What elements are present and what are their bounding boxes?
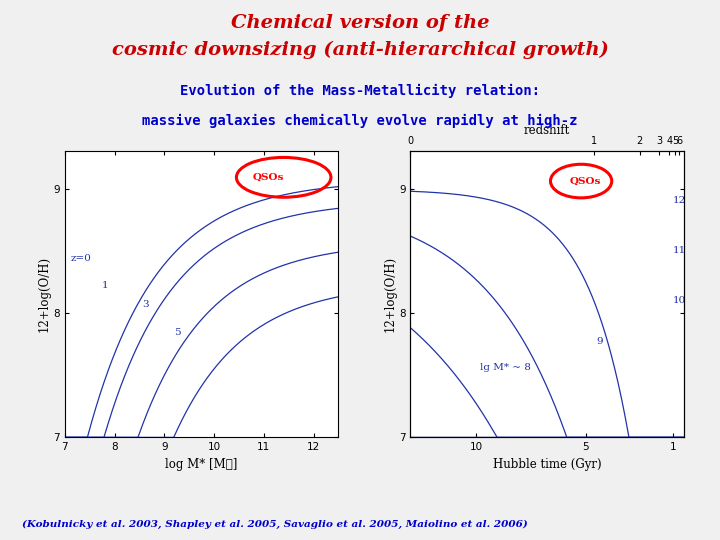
Text: 12: 12: [673, 197, 686, 205]
Text: 5: 5: [174, 328, 181, 338]
Text: Evolution of the Mass-Metallicity relation:: Evolution of the Mass-Metallicity relati…: [180, 84, 540, 98]
Text: cosmic downsizing (anti-hierarchical growth): cosmic downsizing (anti-hierarchical gro…: [112, 40, 608, 59]
Y-axis label: 12+log(O/H): 12+log(O/H): [383, 256, 396, 332]
Text: 3: 3: [142, 300, 148, 309]
X-axis label: log M* [M☉]: log M* [M☉]: [166, 458, 238, 471]
Text: (Kobulnicky et al. 2003, Shapley et al. 2005, Savaglio et al. 2005, Maiolino et : (Kobulnicky et al. 2003, Shapley et al. …: [22, 520, 527, 529]
Text: QSOs: QSOs: [253, 173, 284, 182]
Text: 1: 1: [102, 281, 109, 290]
Text: massive galaxies chemically evolve rapidly at high-z: massive galaxies chemically evolve rapid…: [143, 113, 577, 127]
Text: 11: 11: [673, 246, 686, 255]
X-axis label: redshift: redshift: [524, 124, 570, 137]
X-axis label: Hubble time (Gyr): Hubble time (Gyr): [493, 458, 601, 471]
Text: Chemical version of the: Chemical version of the: [230, 14, 490, 31]
Text: 9: 9: [596, 337, 603, 346]
Text: QSOs: QSOs: [570, 177, 601, 186]
Text: lg M* ~ 8: lg M* ~ 8: [480, 363, 531, 372]
Y-axis label: 12+log(O/H): 12+log(O/H): [37, 256, 50, 332]
Text: z=0: z=0: [71, 254, 91, 262]
Text: 10: 10: [673, 296, 686, 305]
